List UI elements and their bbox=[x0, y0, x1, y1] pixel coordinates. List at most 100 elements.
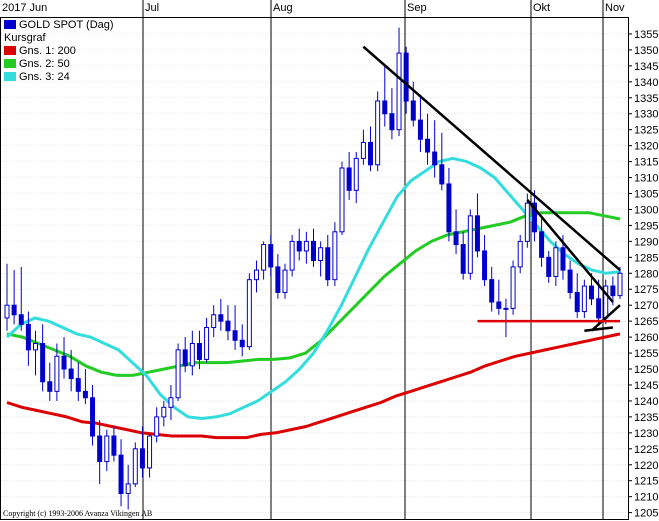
month-label: 2017 Jun bbox=[2, 2, 47, 14]
y-tick-label: 1335 bbox=[634, 93, 658, 105]
candle-up bbox=[132, 448, 138, 485]
legend-swatch-price bbox=[4, 20, 16, 29]
month-label: Nov bbox=[605, 2, 625, 14]
month-separators bbox=[142, 0, 604, 519]
candles bbox=[4, 27, 623, 510]
legend-label-sma200: Gns. 1: 200 bbox=[19, 45, 76, 57]
candle-down bbox=[268, 244, 274, 268]
candle-up bbox=[339, 167, 345, 233]
y-tick-label: 1280 bbox=[634, 268, 658, 280]
y-tick-label: 1345 bbox=[634, 61, 658, 73]
y-tick-label: 1230 bbox=[634, 428, 658, 440]
candle-up bbox=[360, 141, 366, 159]
candle-down bbox=[11, 304, 17, 316]
candle-down bbox=[75, 378, 81, 392]
candle-down bbox=[439, 164, 445, 185]
candle-down bbox=[218, 314, 224, 322]
y-tick-label: 1235 bbox=[634, 412, 658, 424]
legend-label-sma50: Gns. 2: 50 bbox=[19, 58, 70, 70]
y-tick-label: 1295 bbox=[634, 220, 658, 232]
candle-down bbox=[196, 342, 202, 360]
candle-down bbox=[482, 250, 488, 281]
trendline bbox=[584, 326, 614, 332]
candle-down bbox=[410, 100, 416, 121]
candle-down bbox=[460, 244, 466, 274]
y-tick-label: 1300 bbox=[634, 204, 658, 216]
candle-down bbox=[239, 339, 245, 348]
y-tick-label: 1290 bbox=[634, 236, 658, 248]
candle-down bbox=[139, 448, 145, 469]
month-label: Sep bbox=[407, 2, 427, 14]
y-tick-label: 1245 bbox=[634, 380, 658, 392]
month-label: Jul bbox=[145, 2, 159, 14]
candle-up bbox=[332, 231, 338, 281]
candle-up bbox=[189, 342, 195, 367]
candle-up bbox=[303, 240, 309, 252]
sma-200-path bbox=[6, 332, 621, 440]
candle-down bbox=[90, 397, 96, 437]
candle-down bbox=[325, 247, 331, 281]
y-tick-label: 1350 bbox=[634, 45, 658, 57]
candle-down bbox=[417, 119, 423, 140]
legend-label-sma24: Gns. 3: 24 bbox=[19, 71, 70, 83]
y-tick-label: 1240 bbox=[634, 396, 658, 408]
candle-down bbox=[118, 454, 124, 494]
candle-up bbox=[253, 269, 259, 281]
candle-down bbox=[275, 266, 281, 293]
candle-up bbox=[375, 100, 381, 166]
candle-up bbox=[318, 247, 324, 262]
candle-down bbox=[82, 390, 88, 399]
y-tick-label: 1315 bbox=[634, 157, 658, 169]
y-tick-label: 1355 bbox=[634, 29, 658, 41]
sma-50-line bbox=[6, 211, 621, 377]
candle-up bbox=[282, 269, 288, 293]
sma-200-line bbox=[6, 332, 621, 440]
candle-down bbox=[97, 435, 103, 463]
candle-down bbox=[382, 100, 388, 115]
y-tick-label: 1215 bbox=[634, 476, 658, 488]
candle-up bbox=[154, 416, 160, 437]
copyright-text: Copyright (c) 1993-2006 Avanza Vikingen … bbox=[3, 509, 152, 518]
candle-down bbox=[111, 435, 117, 456]
candle-down bbox=[182, 349, 188, 367]
candle-down bbox=[389, 113, 395, 131]
candle-up bbox=[147, 435, 153, 469]
legend-swatch-sma200 bbox=[4, 46, 16, 55]
y-tick-label: 1255 bbox=[634, 348, 658, 360]
y-tick-label: 1340 bbox=[634, 77, 658, 89]
sma-50-path bbox=[6, 211, 621, 377]
y-axis: 1205 1210 1215 1220 1225 1230 1235 1240 1245 1250… bbox=[628, 29, 658, 520]
candle-down bbox=[560, 247, 566, 271]
candle-down bbox=[489, 279, 495, 303]
y-tick-label: 1260 bbox=[634, 332, 658, 344]
month-header: 2017 Jun Jul Aug Sep Okt Nov bbox=[2, 2, 625, 14]
y-tick-label: 1310 bbox=[634, 173, 658, 185]
candle-down bbox=[574, 291, 580, 313]
candle-down bbox=[18, 314, 24, 325]
y-tick-label: 1305 bbox=[634, 189, 658, 201]
candle-up bbox=[510, 266, 516, 309]
candle-up bbox=[175, 349, 181, 399]
trendline bbox=[526, 199, 614, 303]
candle-up bbox=[503, 307, 509, 310]
candle-up bbox=[33, 342, 39, 351]
candle-down bbox=[61, 355, 67, 370]
candle-down bbox=[588, 285, 594, 300]
candle-up bbox=[353, 157, 359, 191]
candle-down bbox=[25, 323, 31, 351]
candle-down bbox=[474, 215, 480, 252]
candle-up bbox=[261, 244, 267, 271]
trendline bbox=[590, 304, 621, 332]
y-tick-label: 1325 bbox=[634, 125, 658, 137]
candle-down bbox=[346, 167, 352, 191]
month-label: Aug bbox=[273, 2, 293, 14]
y-tick-label: 1265 bbox=[634, 316, 658, 328]
candle-up bbox=[396, 52, 402, 131]
candle-down bbox=[296, 240, 302, 252]
y-tick-label: 1250 bbox=[634, 364, 658, 376]
legend-label-price: GOLD SPOT (Dag) bbox=[19, 19, 114, 31]
y-tick-label: 1225 bbox=[634, 444, 658, 456]
candle-down bbox=[539, 231, 545, 258]
sma-24-line bbox=[5, 156, 621, 420]
